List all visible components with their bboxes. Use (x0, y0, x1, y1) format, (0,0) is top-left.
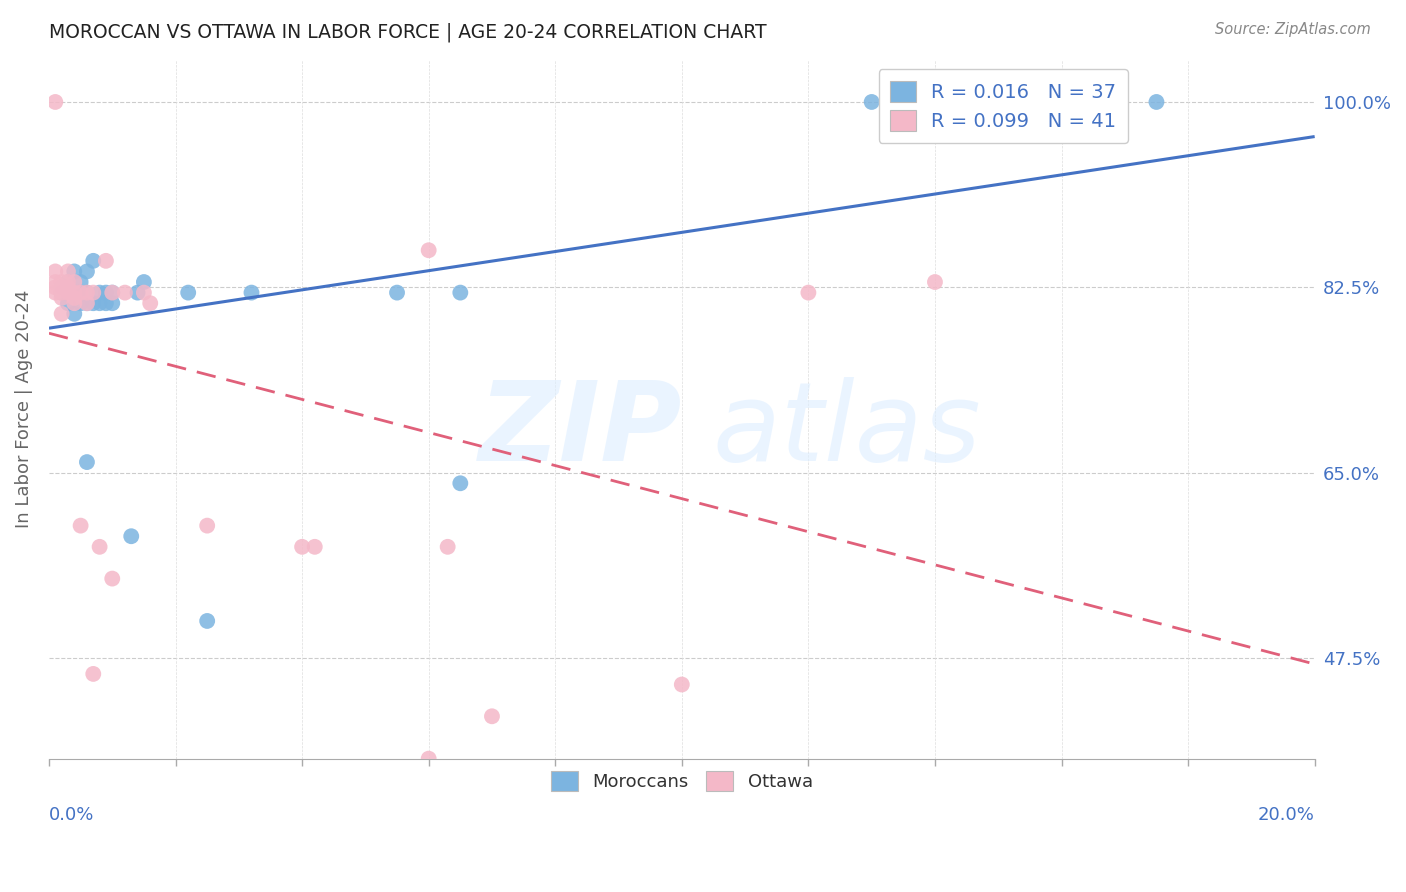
Point (418, 752, 440, 766)
Point (291, 540, 314, 554)
Point (56, 296, 79, 310)
Point (860, 95, 883, 109)
Point (120, 529, 142, 543)
Point (44, 275, 66, 289)
Point (1146, 95, 1168, 109)
Point (82, 667, 104, 681)
Point (101, 572, 124, 586)
Text: ZIP: ZIP (479, 376, 682, 483)
Point (797, 285, 820, 300)
Point (56, 275, 79, 289)
Point (63, 285, 86, 300)
Point (132, 275, 155, 289)
Point (240, 285, 263, 300)
Point (63, 275, 86, 289)
Point (418, 244, 440, 258)
Point (82, 296, 104, 310)
Point (385, 285, 408, 300)
Point (127, 285, 149, 300)
Point (56, 264, 79, 278)
Point (44, 280, 66, 294)
Point (63, 285, 86, 300)
Point (51, 291, 73, 305)
Point (436, 540, 458, 554)
Text: MOROCCAN VS OTTAWA IN LABOR FORCE | AGE 20-24 CORRELATION CHART: MOROCCAN VS OTTAWA IN LABOR FORCE | AGE … (49, 22, 766, 42)
Point (76, 264, 98, 278)
Point (56, 280, 79, 294)
Point (94, 285, 117, 300)
Point (89, 540, 111, 554)
Point (304, 540, 326, 554)
Point (44, 285, 66, 300)
Point (114, 285, 136, 300)
Point (76, 296, 98, 310)
Point (51, 307, 73, 321)
Point (44, 95, 66, 109)
Legend: Moroccans, Ottawa: Moroccans, Ottawa (543, 764, 820, 798)
Point (63, 291, 86, 305)
Point (139, 296, 162, 310)
Point (449, 285, 471, 300)
Point (195, 614, 218, 628)
Text: Source: ZipAtlas.com: Source: ZipAtlas.com (1215, 22, 1371, 37)
Point (89, 285, 111, 300)
Point (82, 253, 104, 268)
Point (63, 264, 86, 278)
Point (63, 307, 86, 321)
Point (69, 296, 91, 310)
Text: 0.0%: 0.0% (49, 806, 94, 824)
Point (51, 285, 73, 300)
Point (101, 285, 124, 300)
Point (195, 518, 218, 533)
Text: atlas: atlas (711, 376, 980, 483)
Point (51, 275, 73, 289)
Point (76, 285, 98, 300)
Point (56, 275, 79, 289)
Point (51, 285, 73, 300)
Point (132, 285, 155, 300)
Point (69, 285, 91, 300)
Y-axis label: In Labor Force | Age 20-24: In Labor Force | Age 20-24 (15, 290, 32, 528)
Point (69, 285, 91, 300)
Point (56, 280, 79, 294)
Point (82, 285, 104, 300)
Point (89, 296, 111, 310)
Point (51, 280, 73, 294)
Point (44, 264, 66, 278)
Point (76, 296, 98, 310)
Point (94, 296, 117, 310)
Point (94, 253, 117, 268)
Point (51, 280, 73, 294)
Point (69, 518, 91, 533)
Point (76, 455, 98, 469)
Point (177, 285, 200, 300)
Point (76, 285, 98, 300)
Point (101, 285, 124, 300)
Point (101, 296, 124, 310)
Text: 20.0%: 20.0% (1258, 806, 1315, 824)
Point (671, 677, 693, 691)
Point (56, 285, 79, 300)
Point (69, 275, 91, 289)
Point (924, 275, 946, 289)
Point (449, 476, 471, 491)
Point (63, 296, 86, 310)
Point (481, 709, 503, 723)
Point (56, 285, 79, 300)
